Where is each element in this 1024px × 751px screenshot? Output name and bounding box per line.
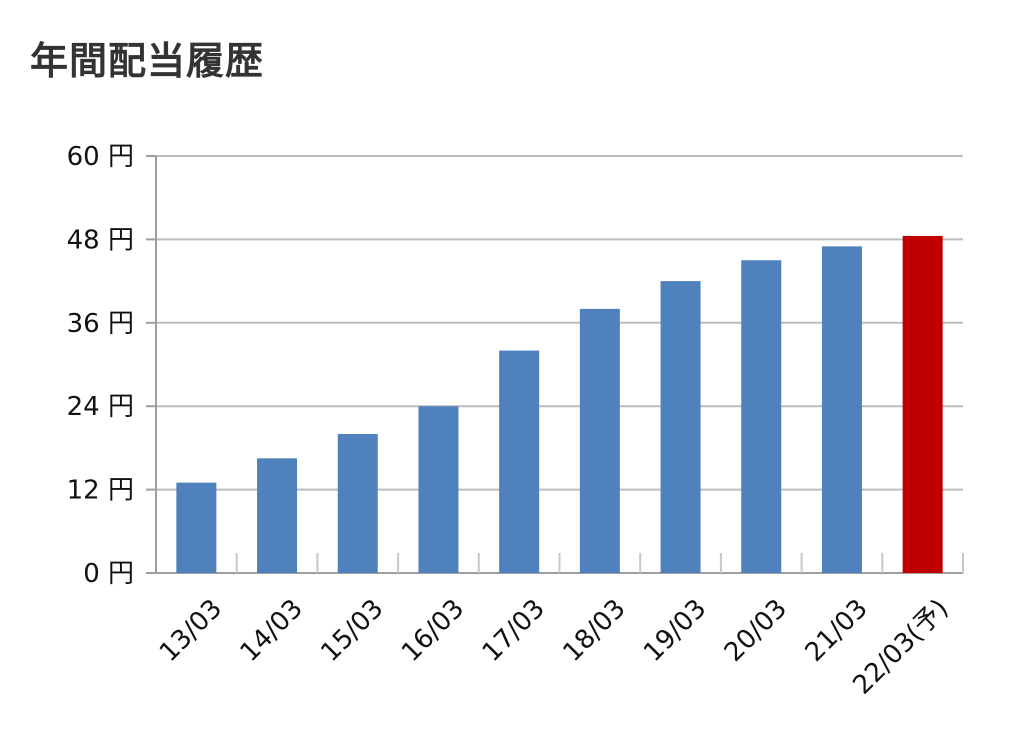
x-tick-labels: 13/03 14/03 15/03 16/03 17/03 18/03 19/03 20/03… [154, 594, 955, 701]
x-tick-label: 21/03 [800, 594, 874, 668]
bar-21/03 [821, 246, 862, 573]
y-tick-label: 60 円 [67, 142, 134, 172]
bar-14/03 [257, 458, 298, 573]
x-tick-label: 19/03 [638, 594, 712, 668]
x-tick-label: 16/03 [396, 594, 470, 668]
y-tick-label: 0 円 [83, 559, 134, 589]
chart-title: 年間配当履歴 [30, 39, 265, 83]
bars [176, 235, 943, 574]
y-tick-label: 12 円 [67, 476, 134, 506]
bar-19/03 [660, 281, 701, 573]
x-tick-label: 20/03 [719, 594, 793, 668]
x-tick-label: 17/03 [477, 594, 551, 668]
x-tick-label: 13/03 [154, 594, 228, 668]
bar-13/03 [176, 482, 217, 573]
bar-17/03 [499, 350, 540, 573]
bar-22/03(予) [902, 235, 943, 574]
y-tick-labels: 0 円 12 円 24 円 36 円 48 円 60 円 [67, 142, 134, 589]
bar-15/03 [337, 434, 378, 573]
x-tick-label: 18/03 [557, 594, 631, 668]
x-tick-label: 15/03 [315, 594, 389, 668]
y-tick-label: 36 円 [67, 309, 134, 339]
y-tick-label: 24 円 [67, 392, 134, 422]
bar-20/03 [741, 260, 782, 573]
y-tick-label: 48 円 [67, 225, 134, 255]
bar-16/03 [418, 406, 459, 573]
x-tick-label: 14/03 [235, 594, 309, 668]
bar-18/03 [579, 308, 620, 573]
